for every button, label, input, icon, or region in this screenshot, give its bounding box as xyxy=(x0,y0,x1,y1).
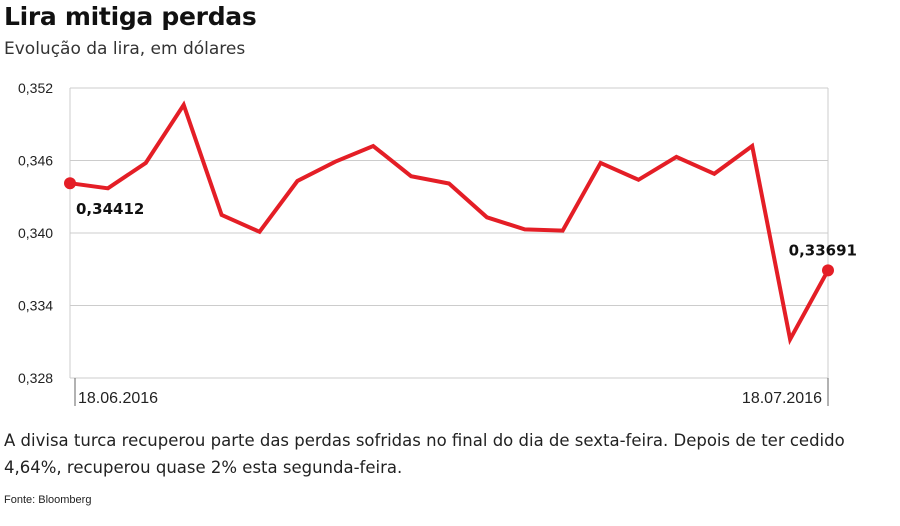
y-tick-label: 0,352 xyxy=(18,80,53,96)
chart-caption: A divisa turca recuperou parte das perda… xyxy=(4,431,845,477)
chart-subtitle: Evolução da lira, em dólares xyxy=(4,39,246,59)
y-tick-label: 0,346 xyxy=(18,153,53,169)
chart-title: Lira mitiga perdas xyxy=(4,2,257,31)
annotation-marker xyxy=(822,264,834,277)
y-tick-label: 0,328 xyxy=(18,370,53,386)
annotation-marker xyxy=(64,177,76,190)
annotation-label-start: 0,34412 xyxy=(76,200,144,218)
y-tick-label: 0,340 xyxy=(18,225,53,241)
source-note: Fonte: Bloomberg xyxy=(4,494,92,506)
y-tick-label: 0,334 xyxy=(18,298,53,314)
annotation-label-end: 0,33691 xyxy=(789,241,857,259)
x-label-start: 18.06.2016 xyxy=(78,390,158,407)
line-chart: 0,352 0,346 0,340 0,334 0,328 18.06.2016 18.07… xyxy=(18,80,857,407)
x-label-end: 18.07.2016 xyxy=(742,390,822,407)
series-line-lira xyxy=(68,100,830,346)
